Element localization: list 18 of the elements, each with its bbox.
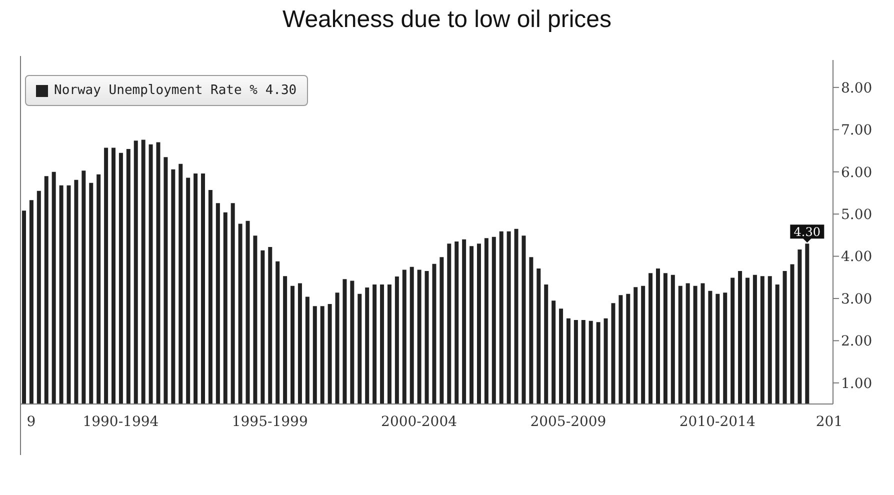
y-tick-label: 1.00 xyxy=(841,376,872,392)
x-tick-label: 201 xyxy=(816,414,843,430)
chart-title: Weakness due to low oil prices xyxy=(281,6,613,34)
y-tick-label: 5.00 xyxy=(841,207,872,224)
y-tick-label: 8.00 xyxy=(841,80,872,96)
y-tick-label: 3.00 xyxy=(841,291,872,308)
data-label: 4.30 xyxy=(794,224,821,239)
x-tick-label: 2005-2009 xyxy=(530,414,606,430)
y-tick-label: 4.00 xyxy=(841,249,872,266)
legend-label: Norway Unemployment Rate % 4.30 xyxy=(54,83,297,98)
x-tick-label: 2010-2014 xyxy=(679,414,756,430)
y-tick-label: 6.00 xyxy=(841,164,872,181)
x-tick-label: 9 xyxy=(26,414,36,430)
x-tick-label: 1990-1994 xyxy=(82,414,159,430)
x-tick-label: 1995-1999 xyxy=(232,414,308,430)
x-tick-label: 2000-2004 xyxy=(381,414,458,430)
y-tick-label: 2.00 xyxy=(841,334,872,350)
y-tick-label: 7.00 xyxy=(841,122,872,139)
